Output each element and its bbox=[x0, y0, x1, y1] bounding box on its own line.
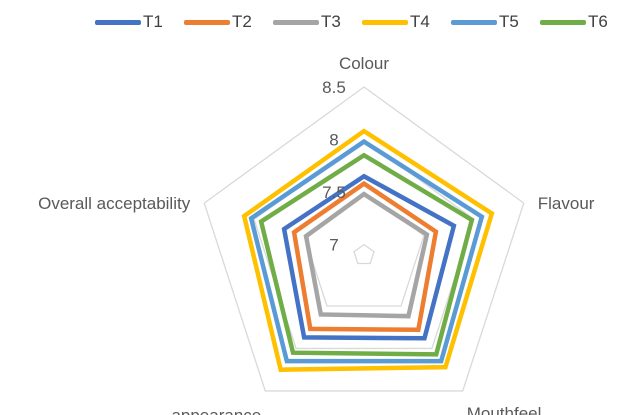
legend-label-t1: T1 bbox=[143, 12, 163, 31]
legend-swatch-t1 bbox=[95, 19, 141, 25]
axis-label-overall-acceptability: Overall acceptability bbox=[38, 194, 191, 213]
legend-label-t5: T5 bbox=[499, 12, 519, 31]
legend-swatch-t3 bbox=[273, 19, 319, 25]
legend-item-t6: T6 bbox=[540, 10, 629, 34]
legend-label-t6: T6 bbox=[588, 12, 608, 31]
legend-item-t1: T1 bbox=[95, 10, 184, 34]
tick-label-0: 7 bbox=[329, 236, 338, 255]
legend-item-t2: T2 bbox=[184, 10, 273, 34]
legend-swatch-t5 bbox=[451, 19, 497, 25]
tick-label-2: 8 bbox=[329, 131, 338, 150]
series-line-t1 bbox=[281, 173, 457, 341]
legend-swatch-t6 bbox=[540, 19, 586, 25]
legend-swatch-t2 bbox=[184, 19, 230, 25]
series-line-t2 bbox=[291, 180, 439, 333]
legend-item-t3: T3 bbox=[273, 10, 362, 34]
axis-label-appearance: appearance bbox=[171, 406, 261, 415]
axis-label-colour: Colour bbox=[339, 54, 389, 73]
gridline-ring-0 bbox=[353, 243, 375, 265]
gridline-ring-3 bbox=[203, 86, 525, 392]
legend-item-t5: T5 bbox=[451, 10, 540, 34]
tick-label-1: 7.5 bbox=[322, 183, 346, 202]
legend: T1 T2 T3 T4 T5 T6 bbox=[95, 10, 629, 34]
tick-label-3: 8.5 bbox=[322, 78, 346, 97]
axis-label-flavour: Flavour bbox=[538, 194, 595, 213]
legend-label-t2: T2 bbox=[232, 12, 252, 31]
legend-item-t4: T4 bbox=[362, 10, 451, 34]
legend-label-t3: T3 bbox=[321, 12, 341, 31]
series-line-t5 bbox=[248, 138, 485, 364]
series-line-t3 bbox=[303, 191, 430, 319]
axis-label-mouthfeel: Mouthfeel bbox=[467, 404, 542, 415]
series-line-t6 bbox=[258, 152, 475, 357]
series-line-t4 bbox=[241, 128, 495, 372]
legend-swatch-t4 bbox=[362, 19, 408, 25]
legend-label-t4: T4 bbox=[410, 12, 430, 31]
